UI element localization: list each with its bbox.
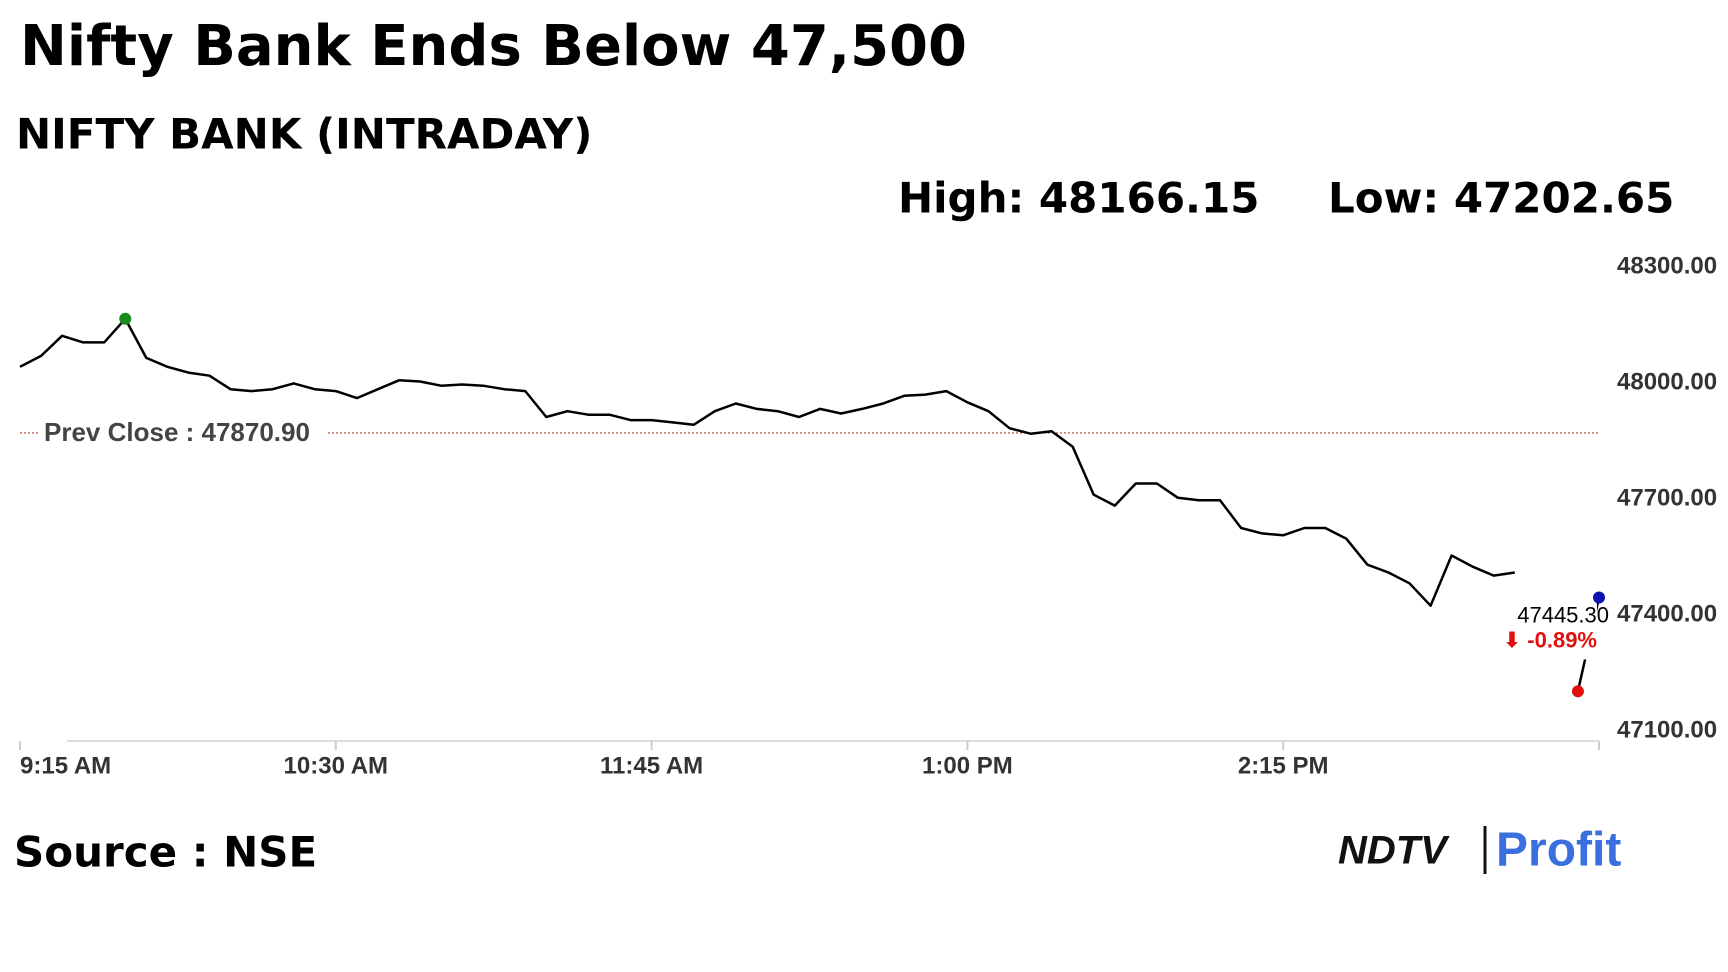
last-marker (1593, 591, 1605, 604)
x-tick-label: 11:45 AM (600, 752, 703, 779)
logo-left: NDTV (1338, 829, 1450, 873)
y-tick-label: 47100.00 (1617, 716, 1717, 743)
prev-close-bg (38, 416, 328, 449)
logo-right: Profit (1496, 824, 1621, 877)
x-tick-label: 9:15 AM (20, 752, 111, 779)
high-marker (119, 312, 132, 325)
chart-title: Nifty Bank Ends Below 47,500 (20, 14, 967, 79)
low-label: Low: 47202.65 (1328, 174, 1674, 223)
price-line (19, 317, 1601, 692)
y-tick-label: 47400.00 (1617, 600, 1717, 627)
x-tick-label: 2:15 PM (1238, 752, 1329, 779)
low-marker (1571, 685, 1584, 698)
source: Source : NSE (14, 828, 317, 877)
x-tick-label: 1:00 PM (922, 752, 1013, 779)
last-change-label: ⬇ -0.89% (1503, 627, 1597, 652)
y-tick-label: 47700.00 (1617, 484, 1717, 511)
y-tick-label: 48000.00 (1617, 368, 1717, 395)
prev-close-label: Prev Close : 47870.90 (44, 417, 310, 447)
x-tick-label: 10:30 AM (284, 752, 388, 779)
last-value-label: 47445.30 (1517, 602, 1609, 627)
high-label: High: 48166.15 (898, 174, 1259, 223)
chart-subtitle: NIFTY BANK (INTRADAY) (16, 110, 592, 159)
last-bg (1513, 603, 1597, 660)
y-tick-label: 48300.00 (1617, 252, 1717, 279)
